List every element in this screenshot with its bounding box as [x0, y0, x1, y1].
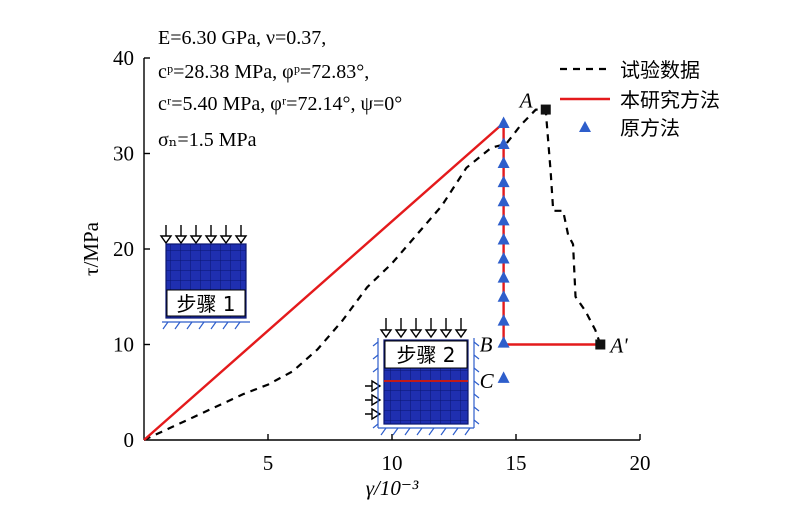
y-tick-label: 20: [113, 237, 134, 261]
original-method-marker: [497, 252, 510, 264]
inset-1-supports: [162, 321, 250, 330]
original-method-marker: [497, 232, 510, 245]
y-tick-label: 0: [124, 428, 135, 452]
inset-1-label-box: [166, 289, 246, 317]
original-method-marker: [497, 116, 510, 128]
x-ticks: 5 10 15 20: [263, 434, 651, 475]
point-label: A: [518, 89, 533, 113]
parameter-block: E=6.30 GPa, ν=0.37, cᵖ=28.38 MPa, φᵖ=72.…: [158, 27, 402, 151]
y-tick-label: 10: [113, 333, 134, 357]
y-ticks: 0 10 20 30 40: [113, 46, 150, 452]
point-label: B: [480, 333, 493, 357]
legend-label-original-method: 原方法: [620, 116, 680, 140]
legend: 试验数据 本研究方法 原方法: [560, 58, 720, 140]
inset-2-label-box: [384, 340, 468, 369]
param-line-4: σₙ=1.5 MPa: [158, 129, 257, 151]
point-label: C: [480, 369, 495, 393]
point-marker-a-prime: [595, 339, 606, 350]
inset-step-1: 步骤 1: [159, 225, 250, 330]
inset-1-load-arrows: [159, 225, 248, 245]
original-method-marker: [497, 213, 510, 226]
param-line-1: E=6.30 GPa, ν=0.37,: [158, 27, 326, 49]
original-method-marker: [497, 194, 510, 207]
original-method-marker: [497, 156, 510, 169]
legend-swatch-triangle: [579, 121, 591, 132]
param-line-3: cʳ=5.40 MPa, φʳ=72.14°, ψ=0°: [158, 93, 402, 115]
point-label: A': [608, 334, 628, 358]
original-method-marker: [497, 175, 510, 188]
y-axis-label: τ/MPa: [79, 221, 103, 276]
x-tick-label: 10: [382, 451, 403, 475]
x-axis-label: γ/10⁻³: [366, 476, 419, 500]
legend-item-original-method: 原方法: [579, 116, 680, 140]
x-tick-label: 5: [263, 451, 274, 475]
point-layer: A A' BC: [480, 89, 629, 393]
original-method-marker: [497, 290, 510, 302]
legend-item-this-method: 本研究方法: [560, 88, 720, 112]
original-method-marker: [497, 271, 510, 283]
inset-2-supports: [372, 338, 480, 436]
param-line-2: cᵖ=28.38 MPa, φᵖ=72.83°,: [158, 61, 369, 83]
legend-label-test-data: 试验数据: [620, 58, 700, 82]
legend-label-this-method: 本研究方法: [620, 88, 720, 112]
inset-1-label: 步骤 1: [176, 292, 235, 316]
original-method-marker: [497, 336, 510, 348]
point-marker-a: [540, 104, 551, 115]
series-layer: [143, 108, 602, 441]
x-tick-label: 15: [506, 451, 527, 475]
inset-step-2: 步骤 2: [365, 318, 480, 436]
y-tick-label: 30: [113, 142, 134, 166]
axes: 5 10 15 20 0 10 20 30 40: [113, 46, 651, 475]
original-method-marker: [497, 314, 510, 326]
original-method-marker: [497, 371, 510, 383]
inset-2-load-arrows: [379, 318, 468, 339]
inset-2-shear-arrows: [365, 379, 382, 421]
y-tick-label: 40: [113, 46, 134, 70]
inset-2-label: 步骤 2: [396, 343, 455, 367]
x-tick-label: 20: [630, 451, 651, 475]
legend-item-test-data: 试验数据: [560, 58, 700, 82]
test-data-line: [143, 108, 602, 441]
original-method-marker: [497, 137, 510, 149]
